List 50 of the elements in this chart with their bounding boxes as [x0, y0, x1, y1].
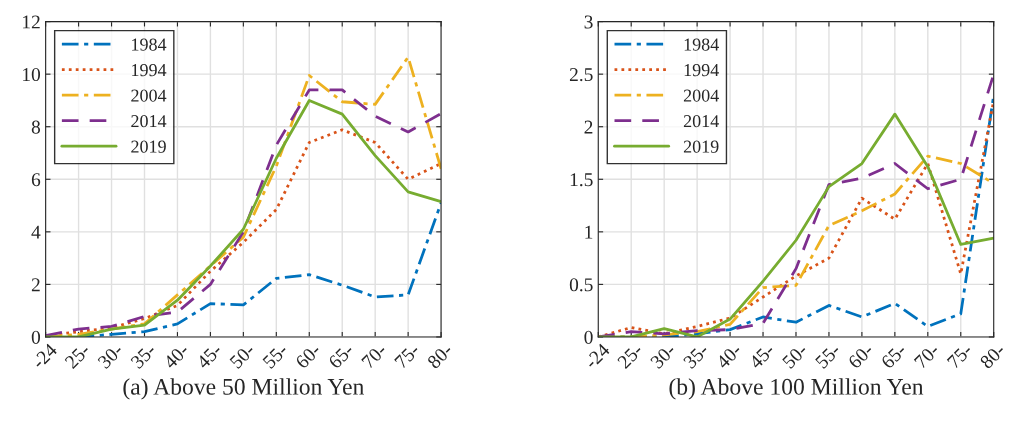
x-tick-label: 75-: [946, 342, 973, 369]
y-tick-label: 2.5: [569, 68, 593, 82]
y-tick-label: 2: [31, 278, 40, 292]
legend-label: 2019: [683, 140, 719, 153]
x-tick-label: 65-: [880, 342, 907, 370]
x-tick-label: 70-: [361, 342, 388, 369]
legend-label: 2004: [131, 89, 167, 102]
x-tick-label: 55-: [262, 342, 289, 370]
x-tick-label: 65-: [327, 342, 355, 370]
y-tick-label: 1: [585, 225, 593, 239]
x-tick-label: 80-: [426, 342, 454, 370]
x-tick-label: 25-: [616, 342, 644, 370]
x-tick-label: 50-: [781, 342, 809, 370]
legend-label: 2014: [131, 115, 167, 128]
y-tick-label: 0.5: [569, 278, 593, 292]
x-tick-label: 50-: [229, 342, 256, 370]
legend-label: 2019: [131, 140, 166, 153]
y-tick-label: 8: [31, 120, 41, 134]
y-tick-label: 6: [31, 173, 41, 187]
x-axis-title: (b) Above 100 Million Yen: [669, 378, 924, 400]
x-tick-label: 35-: [130, 342, 157, 370]
legend-label: 1994: [132, 64, 167, 77]
x-tick-label: 25-: [64, 342, 91, 370]
legend-label: 2014: [683, 115, 719, 128]
legend-label: 1994: [684, 64, 719, 77]
x-tick-label: 60-: [847, 342, 875, 370]
x-tick-label: 40-: [715, 342, 743, 370]
legend-label: 1984: [684, 38, 719, 51]
legend-label: 2004: [683, 89, 719, 102]
y-tick-label: 3: [584, 15, 593, 29]
y-tick-label: 4: [31, 225, 41, 239]
x-tick-label: 55-: [814, 342, 842, 370]
x-tick-label: 40-: [162, 342, 190, 370]
y-tick-label: 2: [584, 120, 593, 134]
x-tick-label: 70-: [913, 342, 940, 369]
x-tick-label: 45-: [195, 342, 223, 370]
x-tick-label: 60-: [294, 342, 322, 370]
y-tick-label: 1.5: [570, 173, 593, 187]
x-tick-label: 30-: [649, 342, 677, 370]
x-tick-label: 45-: [748, 342, 776, 370]
x-tick-label: 80-: [979, 342, 1006, 370]
y-tick-label: 0: [584, 330, 593, 344]
x-tick-label: 75-: [394, 342, 421, 369]
x-tick-label: 35-: [682, 342, 710, 370]
y-tick-label: 0: [31, 330, 41, 344]
x-tick-label: 30-: [97, 342, 124, 370]
y-tick-label: 12: [23, 15, 40, 29]
legend-label: 1984: [132, 38, 167, 51]
y-tick-label: 10: [23, 67, 41, 82]
x-axis-title: (a) Above 50 Million Yen: [123, 378, 365, 400]
